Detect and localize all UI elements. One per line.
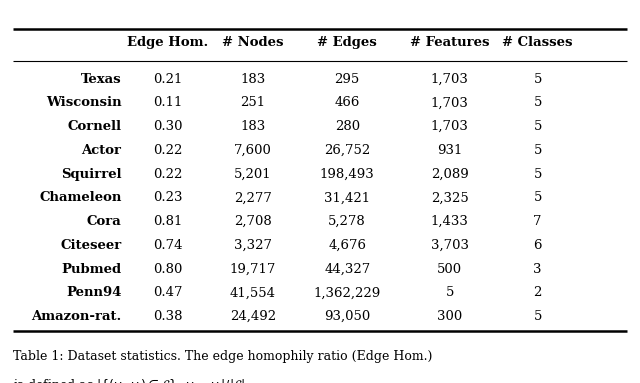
- Text: 31,421: 31,421: [324, 192, 371, 204]
- Text: 1,703: 1,703: [431, 120, 468, 133]
- Text: 5: 5: [533, 73, 542, 85]
- Text: Chameleon: Chameleon: [39, 192, 122, 204]
- Text: 0.21: 0.21: [154, 73, 182, 85]
- Text: # Nodes: # Nodes: [222, 36, 284, 49]
- Text: 5: 5: [533, 120, 542, 133]
- Text: 2,089: 2,089: [431, 168, 468, 180]
- Text: 7,600: 7,600: [234, 144, 272, 157]
- Text: 931: 931: [437, 144, 462, 157]
- Text: 41,554: 41,554: [230, 286, 276, 299]
- Text: Cornell: Cornell: [67, 120, 122, 133]
- Text: 251: 251: [240, 97, 266, 109]
- Text: 2: 2: [533, 286, 542, 299]
- Text: 2,325: 2,325: [431, 192, 468, 204]
- Text: 2,277: 2,277: [234, 192, 272, 204]
- Text: # Features: # Features: [410, 36, 490, 49]
- Text: # Classes: # Classes: [502, 36, 573, 49]
- Text: Squirrel: Squirrel: [61, 168, 122, 180]
- Text: 1,703: 1,703: [431, 97, 468, 109]
- Text: 5: 5: [445, 286, 454, 299]
- Text: 466: 466: [335, 97, 360, 109]
- Text: 198,493: 198,493: [320, 168, 374, 180]
- Text: 7: 7: [533, 215, 542, 228]
- Text: 5: 5: [533, 310, 542, 323]
- Text: # Edges: # Edges: [317, 36, 377, 49]
- Text: 500: 500: [437, 263, 462, 275]
- Text: Penn94: Penn94: [66, 286, 122, 299]
- Text: 93,050: 93,050: [324, 310, 371, 323]
- Text: 5: 5: [533, 144, 542, 157]
- Text: 19,717: 19,717: [230, 263, 276, 275]
- Text: 5,278: 5,278: [328, 215, 366, 228]
- Text: 0.47: 0.47: [153, 286, 183, 299]
- Text: 0.11: 0.11: [154, 97, 182, 109]
- Text: 24,492: 24,492: [230, 310, 276, 323]
- Text: 280: 280: [335, 120, 360, 133]
- Text: 3,327: 3,327: [234, 239, 272, 252]
- Text: Texas: Texas: [81, 73, 122, 85]
- Text: 1,703: 1,703: [431, 73, 468, 85]
- Text: 0.23: 0.23: [153, 192, 183, 204]
- Text: Edge Hom.: Edge Hom.: [127, 36, 209, 49]
- Text: 295: 295: [335, 73, 360, 85]
- Text: 183: 183: [240, 120, 266, 133]
- Text: 44,327: 44,327: [324, 263, 371, 275]
- Text: Amazon-rat.: Amazon-rat.: [31, 310, 122, 323]
- Text: 0.22: 0.22: [154, 168, 182, 180]
- Text: 0.38: 0.38: [153, 310, 183, 323]
- Text: 300: 300: [437, 310, 462, 323]
- Text: 0.22: 0.22: [154, 144, 182, 157]
- Text: 1,362,229: 1,362,229: [314, 286, 381, 299]
- Text: 183: 183: [240, 73, 266, 85]
- Text: 0.81: 0.81: [154, 215, 182, 228]
- Text: Table 1: Dataset statistics. The edge homophily ratio (Edge Hom.): Table 1: Dataset statistics. The edge ho…: [13, 350, 432, 363]
- Text: 5: 5: [533, 97, 542, 109]
- Text: 4,676: 4,676: [328, 239, 366, 252]
- Text: 3,703: 3,703: [431, 239, 468, 252]
- Text: 5,201: 5,201: [234, 168, 271, 180]
- Text: Wisconsin: Wisconsin: [46, 97, 122, 109]
- Text: 2,708: 2,708: [234, 215, 271, 228]
- Text: 0.74: 0.74: [153, 239, 183, 252]
- Text: Actor: Actor: [81, 144, 122, 157]
- Text: 5: 5: [533, 168, 542, 180]
- Text: 0.80: 0.80: [154, 263, 182, 275]
- Text: 26,752: 26,752: [324, 144, 371, 157]
- Text: Cora: Cora: [87, 215, 122, 228]
- Text: is defined as $|\{(v_i, v_j) \in \mathcal{E}\} : y_i = y_j|/|\mathcal{E}|$.: is defined as $|\{(v_i, v_j) \in \mathca…: [13, 378, 249, 383]
- Text: 5: 5: [533, 192, 542, 204]
- Text: 0.30: 0.30: [153, 120, 183, 133]
- Text: Pubmed: Pubmed: [61, 263, 122, 275]
- Text: 3: 3: [533, 263, 542, 275]
- Text: Citeseer: Citeseer: [60, 239, 122, 252]
- Text: 1,433: 1,433: [431, 215, 468, 228]
- Text: 6: 6: [533, 239, 542, 252]
